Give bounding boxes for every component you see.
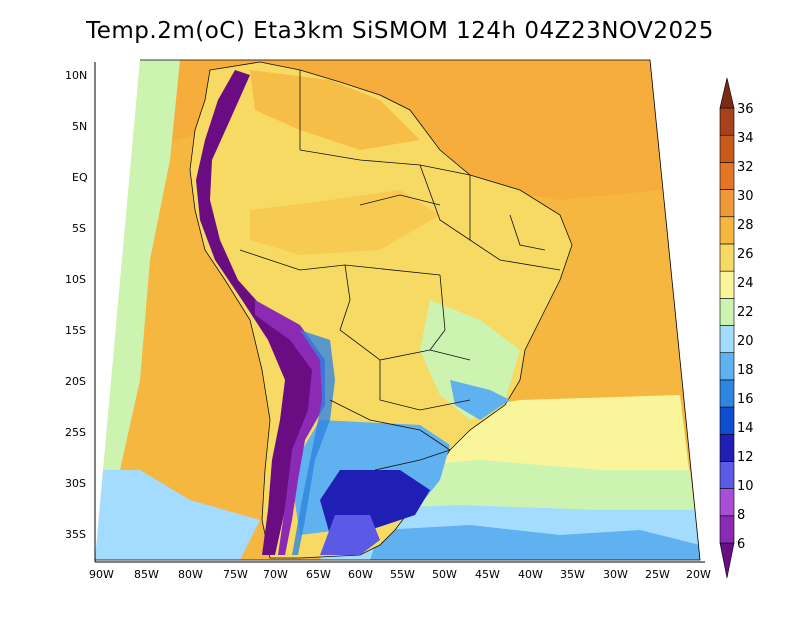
colorbar-max-triangle — [719, 77, 735, 109]
lon-label: 25W — [645, 568, 670, 581]
colorbar-label: 34 — [737, 131, 754, 146]
lat-label: 30S — [65, 477, 86, 490]
lon-label: 85W — [134, 568, 159, 581]
lat-axis: 10N 5N EQ 5S 10S 15S 20S 25S 30S 35S — [65, 69, 88, 541]
colorbar-label: 12 — [737, 450, 754, 465]
lat-label: EQ — [72, 171, 88, 184]
lon-axis: 90W 85W 80W 75W 70W 65W 60W 55W 50W 45W … — [89, 568, 711, 581]
colorbar-label: 8 — [737, 508, 745, 523]
colorbar-segment — [719, 488, 735, 517]
lon-label: 80W — [178, 568, 203, 581]
andes-outer — [292, 330, 335, 555]
colorbar-label: 22 — [737, 305, 754, 320]
lon-label: 35W — [560, 568, 585, 581]
lon-label: 50W — [432, 568, 457, 581]
colorbar-segment — [719, 352, 735, 381]
colorbar-segment — [719, 379, 735, 408]
colorbar-label: 10 — [737, 479, 754, 494]
colorbar-segment — [719, 515, 735, 544]
colorbar-segment — [719, 433, 735, 462]
colorbar-label: 18 — [737, 363, 754, 378]
lon-label: 75W — [223, 568, 248, 581]
colorbar-labels: 36 34 32 30 28 26 24 22 20 18 16 14 12 1… — [737, 102, 754, 552]
colorbar-segment — [719, 107, 735, 136]
lat-label: 15S — [65, 324, 86, 337]
land-warm-amazon — [250, 190, 440, 255]
colorbar-label: 14 — [737, 421, 754, 436]
colorbar-segment — [719, 298, 735, 326]
andes-flank — [255, 300, 325, 555]
colorbar-segment — [719, 134, 735, 163]
colorbar — [719, 77, 735, 579]
lat-label: 20S — [65, 375, 86, 388]
colorbar-segment — [719, 270, 735, 299]
colorbar-segment — [719, 461, 735, 489]
land-blue-southeast — [450, 380, 510, 420]
lat-label: 35S — [65, 528, 86, 541]
colorbar-label: 26 — [737, 247, 754, 262]
political-borders — [239, 70, 561, 471]
colorbar-label: 24 — [737, 276, 754, 291]
colorbar-segment — [719, 162, 735, 190]
map-area — [95, 60, 700, 560]
colorbar-label: 20 — [737, 334, 754, 349]
lat-label: 10S — [65, 273, 86, 286]
colorbar-label: 36 — [737, 102, 754, 117]
colorbar-segment — [719, 406, 735, 435]
colorbar-label: 16 — [737, 392, 754, 407]
south-atlantic-cold — [370, 525, 700, 560]
colorbar-segment — [719, 189, 735, 218]
colorbar-segment — [719, 243, 735, 272]
lat-label: 5S — [72, 222, 86, 235]
lon-label: 45W — [475, 568, 500, 581]
colorbar-segment — [719, 325, 735, 353]
lat-label: 5N — [72, 120, 87, 133]
lon-label: 40W — [518, 568, 543, 581]
colorbar-label: 30 — [737, 189, 754, 204]
lon-label: 90W — [89, 568, 114, 581]
lon-label: 55W — [390, 568, 415, 581]
land-warm-north — [250, 70, 420, 150]
lon-label: 30W — [603, 568, 628, 581]
lat-label: 10N — [65, 69, 87, 82]
lat-label: 25S — [65, 426, 86, 439]
colorbar-min-triangle — [719, 542, 735, 579]
colorbar-label: 6 — [737, 537, 745, 552]
lon-label: 20W — [686, 568, 711, 581]
lon-label: 60W — [348, 568, 373, 581]
colorbar-segment — [719, 216, 735, 245]
land-coldest-pampas — [320, 515, 380, 555]
lon-label: 65W — [306, 568, 331, 581]
colorbar-label: 28 — [737, 218, 754, 233]
pacific-cooler-band — [95, 470, 260, 560]
map-title: Temp.2m(oC) Eta3km SiSMOM 124h 04Z23NOV2… — [86, 18, 714, 44]
map-frame — [95, 59, 701, 561]
lon-label: 70W — [263, 568, 288, 581]
colorbar-label: 32 — [737, 160, 754, 175]
